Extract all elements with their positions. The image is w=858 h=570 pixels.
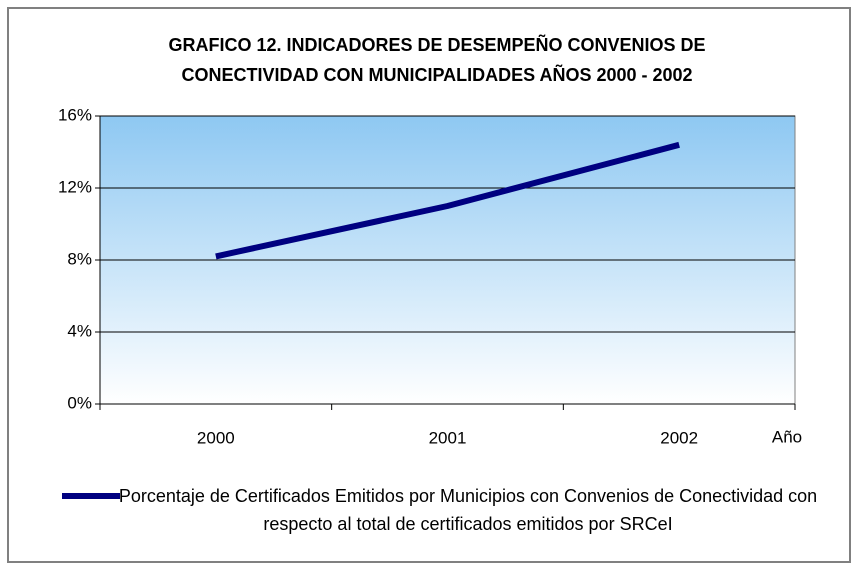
chart-title: CONECTIVIDAD CON MUNICIPALIDADES AÑOS 20… xyxy=(181,64,692,85)
y-tick-label: 8% xyxy=(67,249,92,268)
x-tick-label: 2001 xyxy=(429,428,467,447)
y-tick-label: 12% xyxy=(58,177,92,196)
x-tick-label: 2002 xyxy=(660,428,698,447)
x-axis-label: Año xyxy=(772,427,802,446)
y-tick-label: 16% xyxy=(58,105,92,124)
x-tick-label: 2000 xyxy=(197,428,235,447)
y-tick-label: 4% xyxy=(67,321,92,340)
chart-title: GRAFICO 12. INDICADORES DE DESEMPEÑO CON… xyxy=(168,34,705,55)
legend-label: Porcentaje de Certificados Emitidos por … xyxy=(118,486,818,534)
line-series xyxy=(215,141,680,260)
y-tick-label: 0% xyxy=(67,393,92,412)
